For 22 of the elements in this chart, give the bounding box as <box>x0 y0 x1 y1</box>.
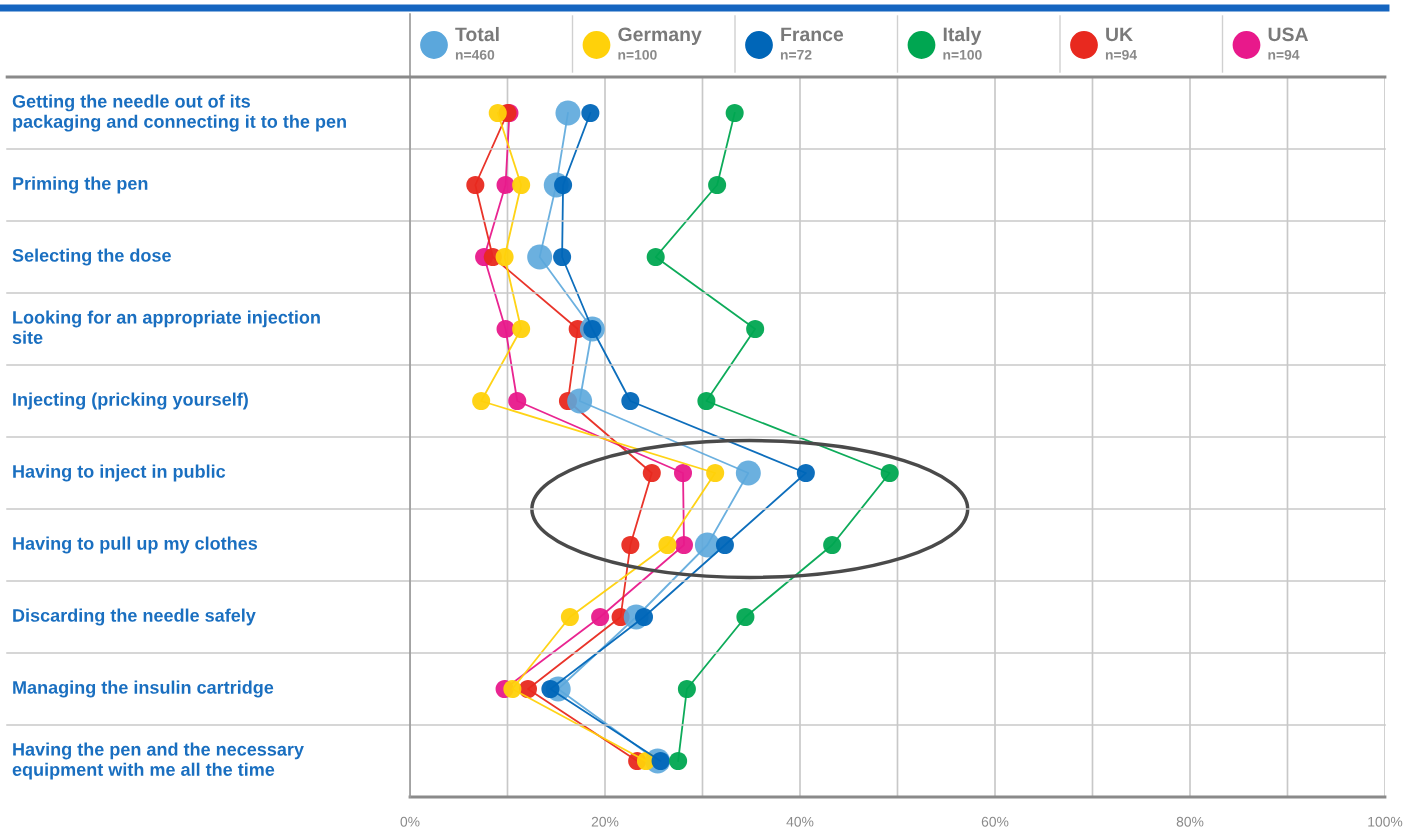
y-tick-label: Managing the insulin cartridge <box>13 680 274 698</box>
legend-label: Italy n=100 <box>943 26 982 60</box>
x-tick-label: 80% <box>1176 816 1204 827</box>
y-tick-label: Having to inject in public <box>13 464 226 482</box>
x-tick-label: 40% <box>786 816 814 827</box>
legend-label: France n=72 <box>780 27 844 60</box>
x-tick-label: 100% <box>1368 816 1403 827</box>
y-tick-label: Getting the needle out of its packaging and connecting it to the pen <box>12 94 346 132</box>
y-tick-label: Having to pull up my clothes <box>13 536 258 554</box>
x-tick-label: 60% <box>981 816 1009 827</box>
legend-label: Germany n=100 <box>618 27 702 60</box>
y-tick-label: Looking for an appropriate injection site <box>12 310 320 344</box>
y-tick-label: Injecting (pricking yourself) <box>13 392 248 410</box>
legend-label: UK n=94 <box>1105 27 1137 60</box>
y-tick-label: Discarding the needle safely <box>13 608 256 626</box>
legend-label: USA n=94 <box>1268 27 1309 60</box>
y-tick-label: Selecting the dose <box>12 248 171 266</box>
legend-label: Total n=460 <box>455 26 499 60</box>
y-tick-label: Priming the pen <box>13 176 148 194</box>
y-tick-label: Having the pen and the necessary equipment with me all the time <box>12 742 304 780</box>
x-tick-label: 0% <box>400 816 420 827</box>
x-tick-label: 20% <box>591 816 619 827</box>
